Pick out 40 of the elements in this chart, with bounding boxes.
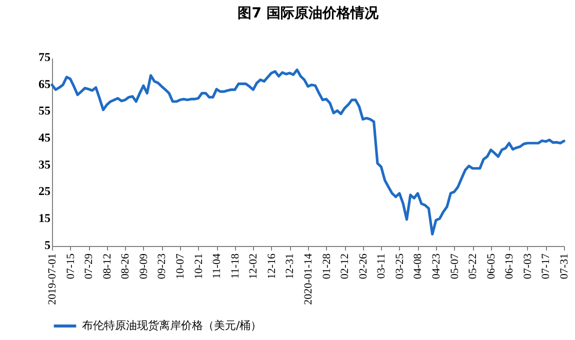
x-tick-label: 07-15: [64, 253, 77, 280]
x-tick-label: 07-03: [522, 253, 534, 280]
y-tick-label: 15: [38, 211, 50, 226]
x-tick-label: 12-16: [266, 253, 278, 280]
x-tick-label: 06-05: [485, 253, 498, 280]
line-series: [50, 68, 566, 236]
x-tick-label: 01-28: [320, 253, 333, 280]
y-tick-label: 45: [38, 130, 50, 144]
x-tick-label: 10-21: [192, 254, 205, 280]
x-tick-label: 09-23: [156, 253, 168, 280]
chart-title: 图7 国际原油价格情况: [238, 5, 380, 22]
x-tick-label: 2019-07-01: [46, 254, 58, 305]
x-tick-label: 05-07: [448, 253, 461, 280]
x-tick-label: 08-12: [101, 254, 114, 280]
x-tick-label: 12-02: [248, 254, 260, 280]
x-tick-label: 09-09: [138, 253, 150, 280]
x-tick-label: 02-12: [339, 254, 352, 280]
y-tick-label: 55: [38, 104, 50, 118]
x-tick-label: 12-31: [284, 254, 296, 280]
x-tick-label: 05-22: [467, 254, 480, 280]
x-tick-label: 08-26: [120, 253, 132, 280]
x-tick-label: 11-04: [211, 253, 224, 279]
x-tick-label: 04-08: [412, 253, 424, 280]
x-tick-label: 03-25: [394, 253, 406, 280]
y-tick-label: 5: [44, 238, 50, 252]
x-tick-label: 07-31: [558, 254, 570, 280]
legend-label: 布伦特原油现货离岸价格（美元/桶）: [82, 319, 262, 332]
x-tick-label: 07-29: [83, 253, 96, 280]
x-tick-label: 04-23: [430, 253, 442, 280]
x-tick-label: 10-07: [174, 253, 186, 280]
x-tick-label: 2020-01-14: [302, 253, 314, 305]
y-tick-label: 35: [38, 157, 50, 172]
x-tick-label: 02-26: [357, 253, 370, 280]
x-tick-label: 07-17: [540, 253, 552, 280]
x-tick-label: 06-19: [504, 253, 516, 280]
y-tick-label: 25: [38, 184, 50, 198]
x-tick-label: 03-11: [376, 254, 388, 279]
y-tick-label: 75: [38, 50, 50, 64]
x-tick-label: 11-18: [229, 253, 242, 279]
y-tick-label: 65: [38, 76, 50, 91]
